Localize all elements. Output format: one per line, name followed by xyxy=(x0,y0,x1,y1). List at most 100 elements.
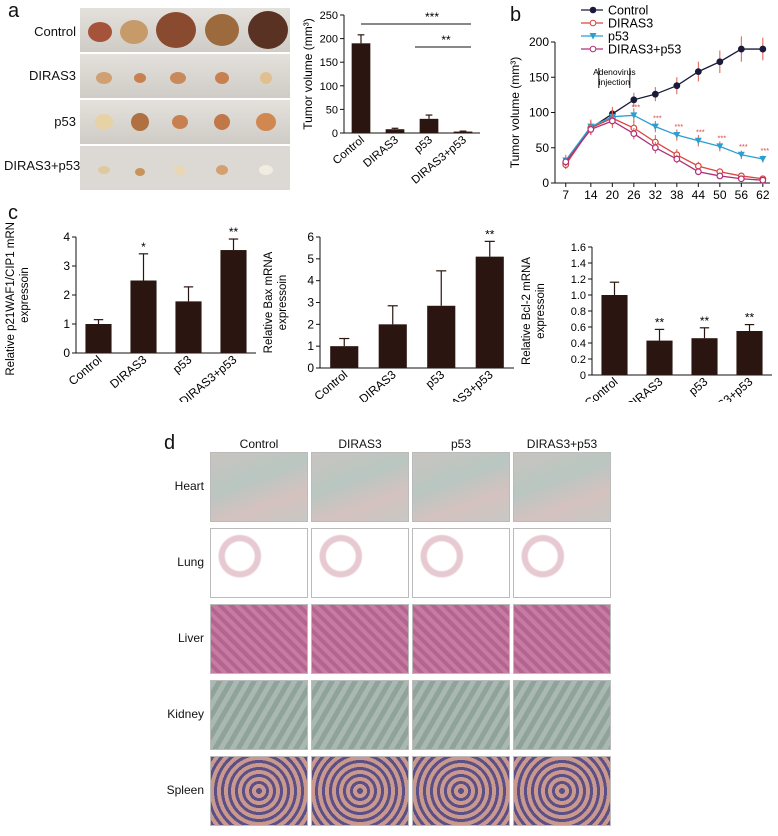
y-tick-label: 4 xyxy=(307,274,314,288)
x-tick-label: 32 xyxy=(649,188,663,200)
x-tick-label: 14 xyxy=(584,188,598,200)
tumor-row-label: p53 xyxy=(54,114,76,129)
histology-tile xyxy=(210,528,308,598)
y-tick-label: 0.2 xyxy=(571,354,586,366)
y-axis-title: Relative Bax mRNA xyxy=(263,251,275,353)
series-point xyxy=(759,176,767,184)
y-axis-title: Tumor volume (mm³) xyxy=(301,18,315,130)
y-tick-label: 0 xyxy=(332,128,338,140)
category-label: Control xyxy=(66,353,105,389)
histology-tile xyxy=(210,452,308,522)
y-axis-title: expressoin xyxy=(19,267,31,323)
histology-tile xyxy=(412,528,510,598)
panel-b-letter: b xyxy=(510,4,522,26)
y-tick-label: 2 xyxy=(307,317,314,331)
histology-tile xyxy=(412,604,510,674)
histology-column-label: Control xyxy=(239,437,279,451)
y-tick-label: 1 xyxy=(307,339,314,353)
series-line xyxy=(565,120,763,181)
series-point xyxy=(716,143,724,150)
bcl2-expression-bar-chart: 0 0.2 0.4 0.6 0.8 1.0 1.2 1.4 1.6 Control ** DIRAS3… xyxy=(521,242,772,402)
y-axis-title: Relative Bcl-2 mRNA xyxy=(521,257,533,365)
series-point xyxy=(694,168,702,176)
significance-label: ** xyxy=(229,225,239,239)
x-tick-label: 44 xyxy=(692,188,706,200)
series-point xyxy=(673,132,681,139)
bar xyxy=(646,340,673,375)
series-point xyxy=(737,175,745,183)
bar xyxy=(419,118,439,133)
y-tick-label: 1 xyxy=(63,317,70,331)
series-point xyxy=(587,126,595,133)
category-label: Control xyxy=(582,375,621,402)
series-point xyxy=(759,156,767,163)
histology-tile xyxy=(412,680,510,750)
legend-label: p53 xyxy=(608,30,629,44)
histology-row-label: Spleen xyxy=(166,783,204,797)
series-point xyxy=(562,158,570,166)
y-tick-label: 100 xyxy=(529,106,549,120)
y-tick-label: 1.0 xyxy=(571,290,586,302)
significance-label: ** xyxy=(745,311,755,325)
histology-tile xyxy=(311,452,409,522)
x-tick-label: 26 xyxy=(627,188,641,200)
histology-tile xyxy=(513,756,611,826)
y-tick-label: 0 xyxy=(542,176,549,190)
legend-label: DIRAS3+p53 xyxy=(608,43,681,57)
y-axis-title: expressoin xyxy=(535,283,547,339)
histology-tile xyxy=(513,452,611,522)
panel-c-letter: c xyxy=(8,202,18,224)
series-point xyxy=(651,144,659,152)
significance-label: *** xyxy=(717,133,726,142)
significance-label: *** xyxy=(696,128,705,137)
legend-marker xyxy=(589,45,597,53)
significance-label: ** xyxy=(441,33,451,47)
histology-column-label: DIRAS3+p53 xyxy=(526,437,598,451)
y-tick-label: 150 xyxy=(320,57,338,69)
series-point xyxy=(651,90,659,98)
histology-row-label: Liver xyxy=(177,631,204,645)
histology-tile xyxy=(513,604,611,674)
y-tick-label: 50 xyxy=(326,104,338,116)
series-point xyxy=(630,96,638,104)
tumor-row-label: DIRAS3+p53 xyxy=(4,158,81,173)
series-point xyxy=(737,45,745,53)
histology-tile xyxy=(311,756,409,826)
y-tick-label: 200 xyxy=(529,35,549,49)
bar xyxy=(691,338,718,375)
legend-marker xyxy=(589,6,597,14)
series-point xyxy=(608,117,616,125)
y-tick-label: 2 xyxy=(63,288,70,302)
y-tick-label: 150 xyxy=(529,70,549,84)
category-label: DIRAS3 xyxy=(623,374,665,402)
bar xyxy=(736,331,763,375)
series-point xyxy=(716,58,724,66)
y-tick-label: 5 xyxy=(307,252,314,266)
series-point xyxy=(651,123,659,131)
histology-tile xyxy=(412,756,510,826)
bar xyxy=(85,324,112,353)
series-point xyxy=(673,82,681,90)
y-tick-label: 50 xyxy=(536,141,550,155)
series-point xyxy=(630,112,638,119)
bar xyxy=(601,295,628,375)
panel-a-letter: a xyxy=(8,0,20,22)
bar xyxy=(330,346,359,368)
y-axis-title: Tumor volume (mm³) xyxy=(508,57,522,169)
legend-label: DIRAS3 xyxy=(608,17,653,31)
category-label: p53 xyxy=(423,367,448,391)
histology-tile xyxy=(412,452,510,522)
series-point xyxy=(737,151,745,159)
x-tick-label: 38 xyxy=(670,188,684,200)
category-label: p53 xyxy=(686,374,711,398)
series-line xyxy=(565,114,763,161)
y-tick-label: 0.8 xyxy=(571,306,586,318)
x-tick-label: 56 xyxy=(735,188,749,200)
bar xyxy=(475,256,504,368)
histology-tile xyxy=(513,680,611,750)
legend-marker xyxy=(589,33,597,40)
histology-row-label: Kidney xyxy=(167,707,204,721)
bar xyxy=(130,280,157,353)
series-point xyxy=(759,45,767,53)
